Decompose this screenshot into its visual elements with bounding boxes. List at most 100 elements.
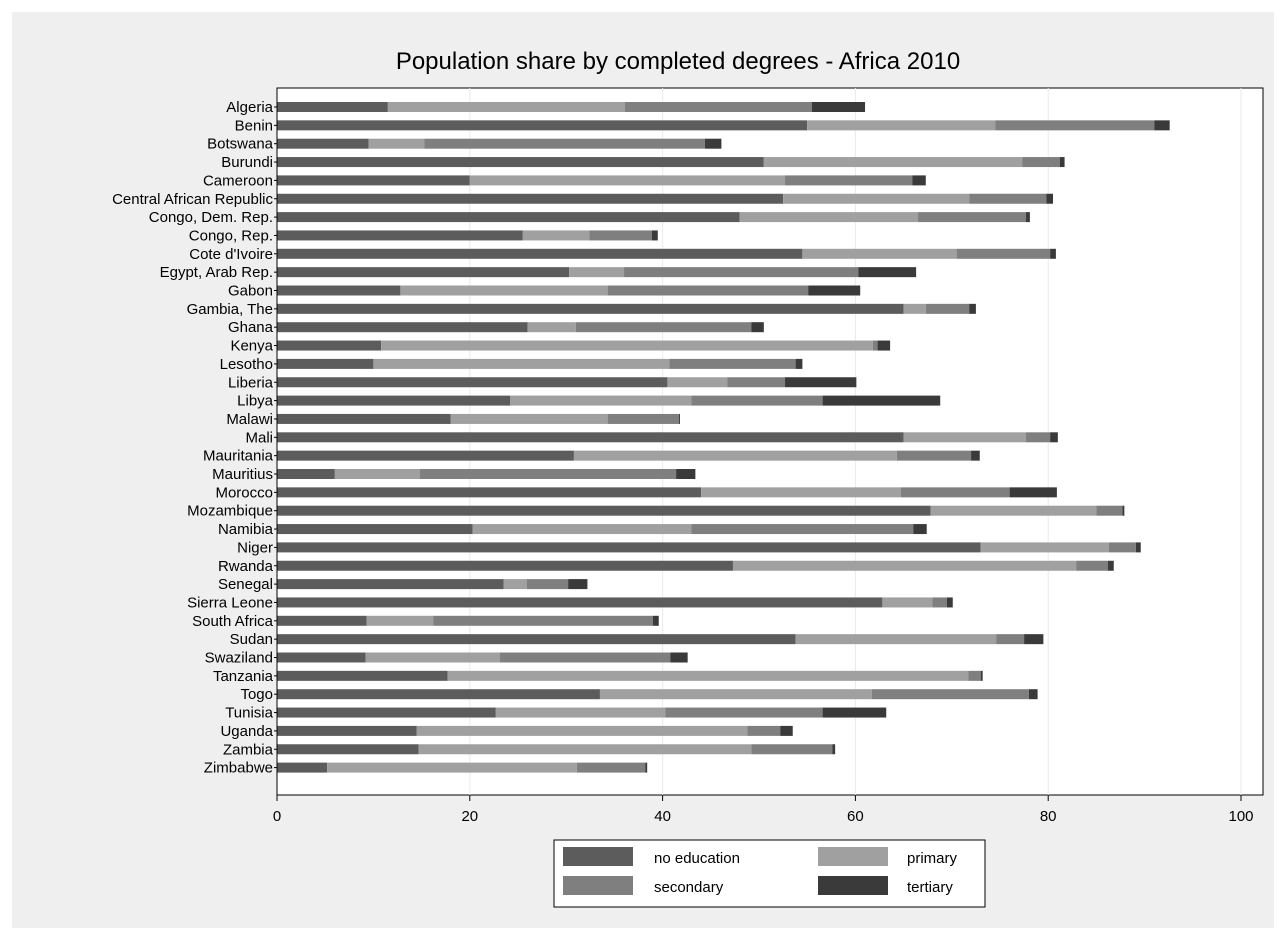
bar-segment-secondary	[785, 175, 913, 186]
category-label: Togo	[240, 686, 273, 703]
category-label: Kenya	[230, 338, 273, 355]
bar-segment-no-education	[277, 267, 570, 278]
category-label: Congo, Rep.	[189, 227, 273, 244]
bar-segment-tertiary	[912, 175, 926, 186]
bar-segment-primary	[573, 450, 897, 461]
bar-segment-tertiary	[795, 358, 803, 369]
category-label: Swaziland	[205, 650, 273, 667]
bar-segment-tertiary	[1009, 487, 1057, 498]
bar-segment-tertiary	[969, 303, 976, 314]
bar-segment-no-education	[277, 597, 883, 608]
category-label: Morocco	[215, 484, 273, 501]
bar-segment-tertiary	[1046, 193, 1054, 204]
bar-segment-primary	[802, 248, 957, 259]
category-label: Mauritania	[203, 448, 274, 465]
category-label: Central African Republic	[112, 191, 273, 208]
bar-segment-primary	[373, 358, 670, 369]
bar-segment-secondary	[607, 413, 679, 424]
bar-segment-secondary	[691, 395, 823, 406]
bar-segment-primary	[763, 157, 1023, 168]
bar-segment-no-education	[277, 193, 784, 204]
category-label: Cameroon	[203, 172, 273, 189]
bar-segment-primary	[599, 689, 872, 700]
category-label: Botswana	[207, 136, 274, 153]
bar-segment-tertiary	[877, 340, 891, 351]
bar-segment-primary	[882, 597, 933, 608]
bar-segment-secondary	[727, 377, 786, 388]
bar-segment-no-education	[277, 358, 374, 369]
legend: no education primary secondary tertiary	[553, 839, 986, 908]
bar-segment-primary	[980, 542, 1109, 553]
category-label: Sudan	[230, 631, 273, 648]
bar-segment-tertiary	[1024, 634, 1044, 645]
bar-segment-secondary	[576, 762, 646, 773]
bar-segment-tertiary	[1107, 560, 1114, 571]
bar-segment-tertiary	[785, 377, 857, 388]
bar-segment-no-education	[277, 322, 528, 333]
bar-segment-no-education	[277, 432, 904, 443]
bar-segment-secondary	[918, 212, 1027, 223]
category-label: Burundi	[221, 154, 273, 171]
bar-segment-primary	[701, 487, 901, 498]
bar-segment-primary	[366, 615, 434, 626]
x-tick-label: 80	[1040, 808, 1057, 825]
bar-segment-secondary	[419, 469, 677, 479]
bar-segment-no-education	[277, 303, 904, 314]
bar-segment-secondary	[896, 450, 972, 461]
bar-segment-primary	[795, 634, 997, 645]
bar-segment-secondary	[1022, 157, 1060, 168]
bar-segment-secondary	[995, 120, 1155, 131]
category-label: Ghana	[228, 319, 274, 336]
bar-segment-secondary	[872, 340, 878, 351]
category-label: Mali	[245, 429, 273, 446]
bar-segment-primary	[522, 230, 590, 241]
bar-segment-secondary	[925, 303, 970, 314]
bar-segment-no-education	[277, 579, 504, 590]
bar-segment-tertiary	[1028, 689, 1038, 700]
bar-segment-no-education	[277, 560, 733, 571]
bar-segment-tertiary	[676, 469, 696, 479]
bar-segment-tertiary	[751, 322, 764, 333]
legend-label-no-education: no education	[654, 850, 740, 867]
bar-segment-secondary	[932, 597, 947, 608]
bar-segment-tertiary	[645, 762, 648, 773]
bar-segment-primary	[334, 469, 420, 479]
chart: Population share by completed degrees - …	[112, 48, 1264, 908]
bar-segment-tertiary	[1154, 120, 1170, 131]
category-label: Tanzania	[213, 668, 274, 685]
category-label: Sierra Leone	[187, 594, 273, 611]
bar-segment-no-education	[277, 212, 740, 223]
bar-segment-tertiary	[780, 725, 793, 736]
category-label: Gambia, The	[187, 301, 273, 318]
bar-segment-secondary	[900, 487, 1010, 498]
category-label: Malawi	[226, 411, 273, 428]
bar-segment-tertiary	[1026, 212, 1030, 223]
bar-segment-no-education	[277, 505, 931, 516]
x-tick-label: 100	[1228, 808, 1253, 825]
bar-segment-primary	[469, 175, 786, 186]
bar-segment-tertiary	[946, 597, 953, 608]
bar-segment-primary	[447, 670, 969, 681]
bar-segment-tertiary	[1135, 542, 1141, 553]
bar-segment-primary	[450, 413, 608, 424]
bar-segment-no-education	[277, 652, 366, 663]
bar-segment-no-education	[277, 230, 523, 241]
bar-segment-primary	[365, 652, 500, 663]
category-label: Congo, Dem. Rep.	[149, 209, 273, 226]
category-label: Mozambique	[187, 503, 273, 520]
bar-segment-secondary	[575, 322, 752, 333]
category-label: Namibia	[218, 521, 274, 538]
bar-segment-no-education	[277, 340, 382, 351]
bar-segment-secondary	[625, 102, 813, 112]
bar-segment-secondary	[665, 707, 823, 718]
bar-segment-primary	[387, 102, 626, 112]
bar-segment-no-education	[277, 469, 335, 479]
category-label: Egypt, Arab Rep.	[160, 264, 273, 281]
bar-segment-secondary	[747, 725, 781, 736]
bar-segment-tertiary	[652, 615, 659, 626]
bar-segment-no-education	[277, 395, 511, 406]
bar-segment-primary	[416, 725, 748, 736]
bar-segment-primary	[527, 322, 576, 333]
bar-segment-tertiary	[1122, 505, 1125, 516]
bar-segment-no-education	[277, 285, 401, 296]
